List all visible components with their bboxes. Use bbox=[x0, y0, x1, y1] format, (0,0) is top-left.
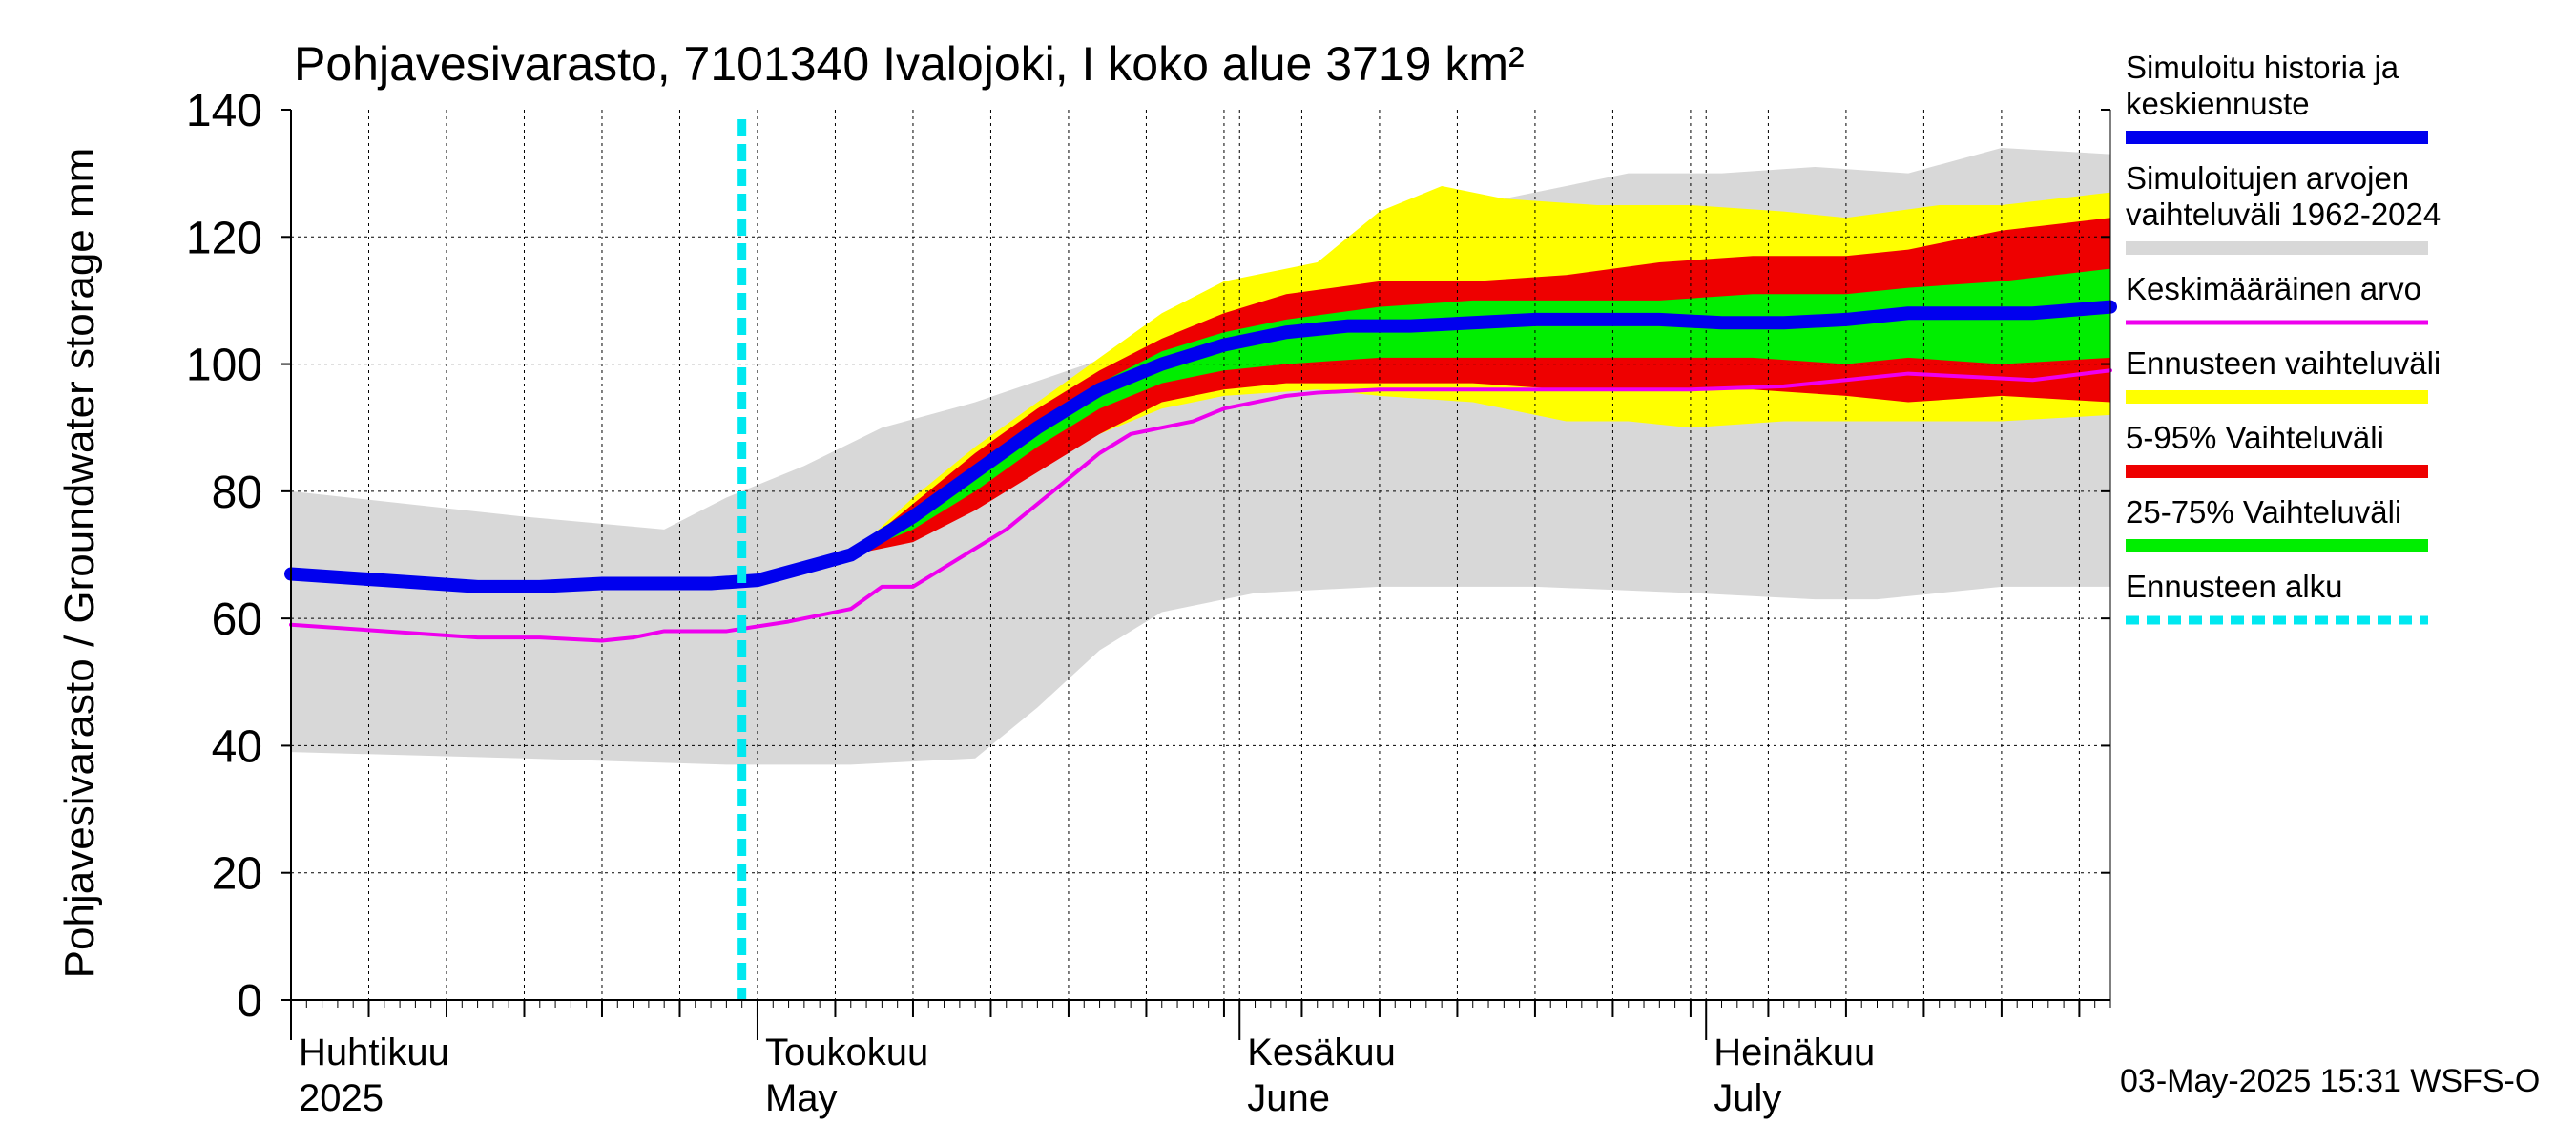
y-tick-label: 80 bbox=[212, 468, 262, 518]
band-p25_75 bbox=[850, 268, 2110, 555]
legend-label-mean: Keskimääräinen arvo bbox=[2126, 271, 2421, 306]
chart-title: Pohjavesivarasto, 7101340 Ivalojoki, I k… bbox=[294, 37, 1525, 91]
legend-label-p5_95: 5-95% Vaihteluväli bbox=[2126, 420, 2384, 455]
y-tick-label: 120 bbox=[186, 213, 262, 263]
y-tick-label: 60 bbox=[212, 594, 262, 645]
month-sublabel: July bbox=[1714, 1077, 1781, 1119]
y-tick-label: 140 bbox=[186, 86, 262, 136]
month-sublabel: June bbox=[1247, 1077, 1330, 1119]
timestamp: 03-May-2025 15:31 WSFS-O bbox=[2120, 1063, 2540, 1099]
month-label: Huhtikuu bbox=[299, 1031, 449, 1073]
legend-label-forecast_start: Ennusteen alku bbox=[2126, 569, 2343, 604]
y-tick-label: 40 bbox=[212, 721, 262, 772]
month-label: Kesäkuu bbox=[1247, 1031, 1396, 1073]
legend-label-simulated: keskiennuste bbox=[2126, 86, 2310, 121]
month-label: Heinäkuu bbox=[1714, 1031, 1875, 1073]
month-sublabel: 2025 bbox=[299, 1077, 384, 1119]
y-tick-label: 100 bbox=[186, 341, 262, 391]
series-mean bbox=[289, 368, 2112, 643]
legend-label-range_hist: vaihteluväli 1962-2024 bbox=[2126, 197, 2441, 232]
y-tick-label: 20 bbox=[212, 849, 262, 900]
series-simulated bbox=[284, 300, 2117, 593]
band-areas bbox=[291, 147, 2110, 765]
grid-lines bbox=[291, 110, 2110, 1000]
legend-label-range_hist: Simuloitujen arvojen bbox=[2126, 160, 2409, 196]
legend-label-p25_75: 25-75% Vaihteluväli bbox=[2126, 494, 2401, 530]
y-tick-label: 0 bbox=[237, 976, 262, 1027]
series-lines bbox=[284, 119, 2117, 1000]
legend-label-simulated: Simuloitu historia ja bbox=[2126, 50, 2399, 85]
legend-label-forecast_range: Ennusteen vaihteluväli bbox=[2126, 345, 2441, 381]
y-axis-label: Pohjavesivarasto / Groundwater storage m… bbox=[56, 148, 103, 979]
month-sublabel: May bbox=[765, 1077, 838, 1119]
month-label: Toukokuu bbox=[765, 1031, 928, 1073]
